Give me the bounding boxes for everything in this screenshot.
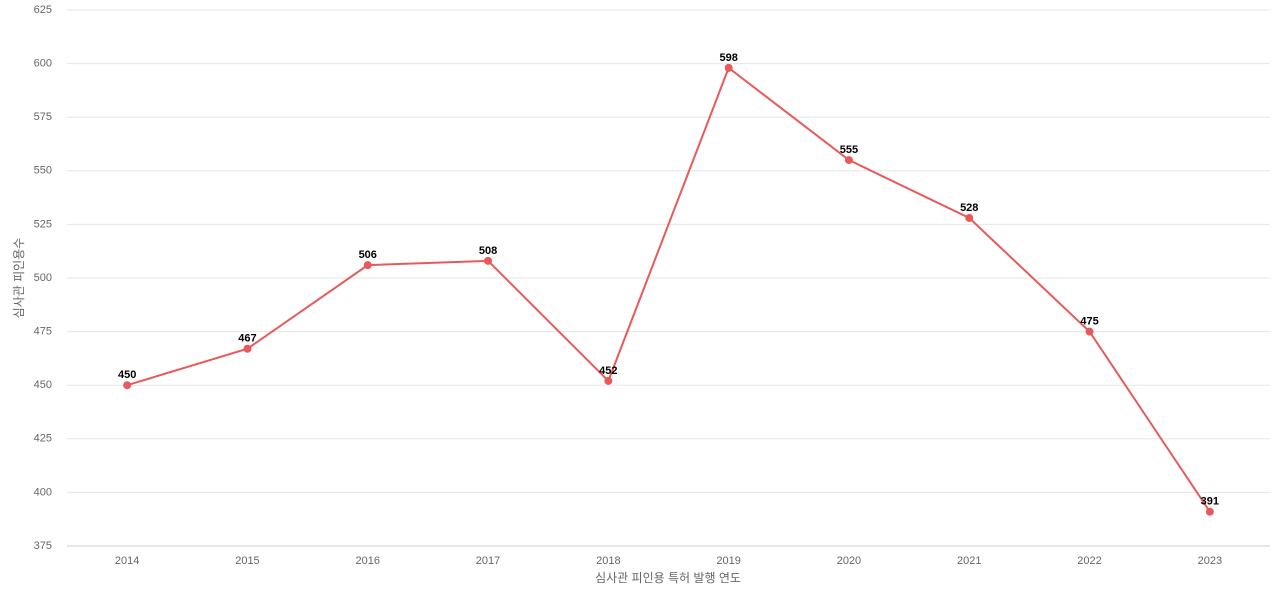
x-tick-label: 2019 <box>716 555 740 567</box>
y-tick-label: 600 <box>34 58 52 70</box>
point <box>604 376 613 385</box>
value-label: 450 <box>118 369 136 381</box>
x-tick-label: 2015 <box>235 555 259 567</box>
x-tick-label: 2021 <box>957 555 981 567</box>
value-label: 475 <box>1080 316 1098 328</box>
y-tick-label: 625 <box>34 4 52 16</box>
value-label: 506 <box>359 249 377 261</box>
point <box>965 213 974 222</box>
point <box>844 156 853 165</box>
y-tick-label: 550 <box>34 165 52 177</box>
value-label: 555 <box>840 144 858 156</box>
x-tick-label: 2018 <box>596 555 620 567</box>
y-axis-title: 심사관 피인용수 <box>12 238 26 319</box>
y-tick-label: 575 <box>34 111 52 123</box>
y-tick-label: 475 <box>34 326 52 338</box>
x-tick-label: 2023 <box>1198 555 1222 567</box>
x-tick-label: 2017 <box>476 555 500 567</box>
point <box>1205 507 1214 516</box>
point <box>724 63 733 72</box>
y-tick-label: 375 <box>34 540 52 552</box>
value-label: 528 <box>960 202 978 214</box>
y-tick-label: 425 <box>34 433 52 445</box>
point <box>123 381 132 390</box>
x-tick-label: 2014 <box>115 555 139 567</box>
x-axis-title: 심사관 피인용 특허 발행 연도 <box>595 570 741 585</box>
point <box>243 344 252 353</box>
value-label: 598 <box>719 52 737 64</box>
y-tick-label: 500 <box>34 272 52 284</box>
y-tick-label: 400 <box>34 486 52 498</box>
y-tick-label: 525 <box>34 218 52 230</box>
point <box>363 261 372 270</box>
value-label: 508 <box>479 245 497 257</box>
x-tick-label: 2016 <box>356 555 380 567</box>
point <box>484 256 493 265</box>
x-tick-label: 2020 <box>837 555 861 567</box>
y-tick-label: 450 <box>34 379 52 391</box>
line <box>126 66 1211 513</box>
x-tick-label: 2022 <box>1077 555 1101 567</box>
value-label: 452 <box>599 365 617 377</box>
value-label: 467 <box>238 333 256 345</box>
value-label: 391 <box>1201 496 1219 508</box>
point <box>1085 327 1094 336</box>
